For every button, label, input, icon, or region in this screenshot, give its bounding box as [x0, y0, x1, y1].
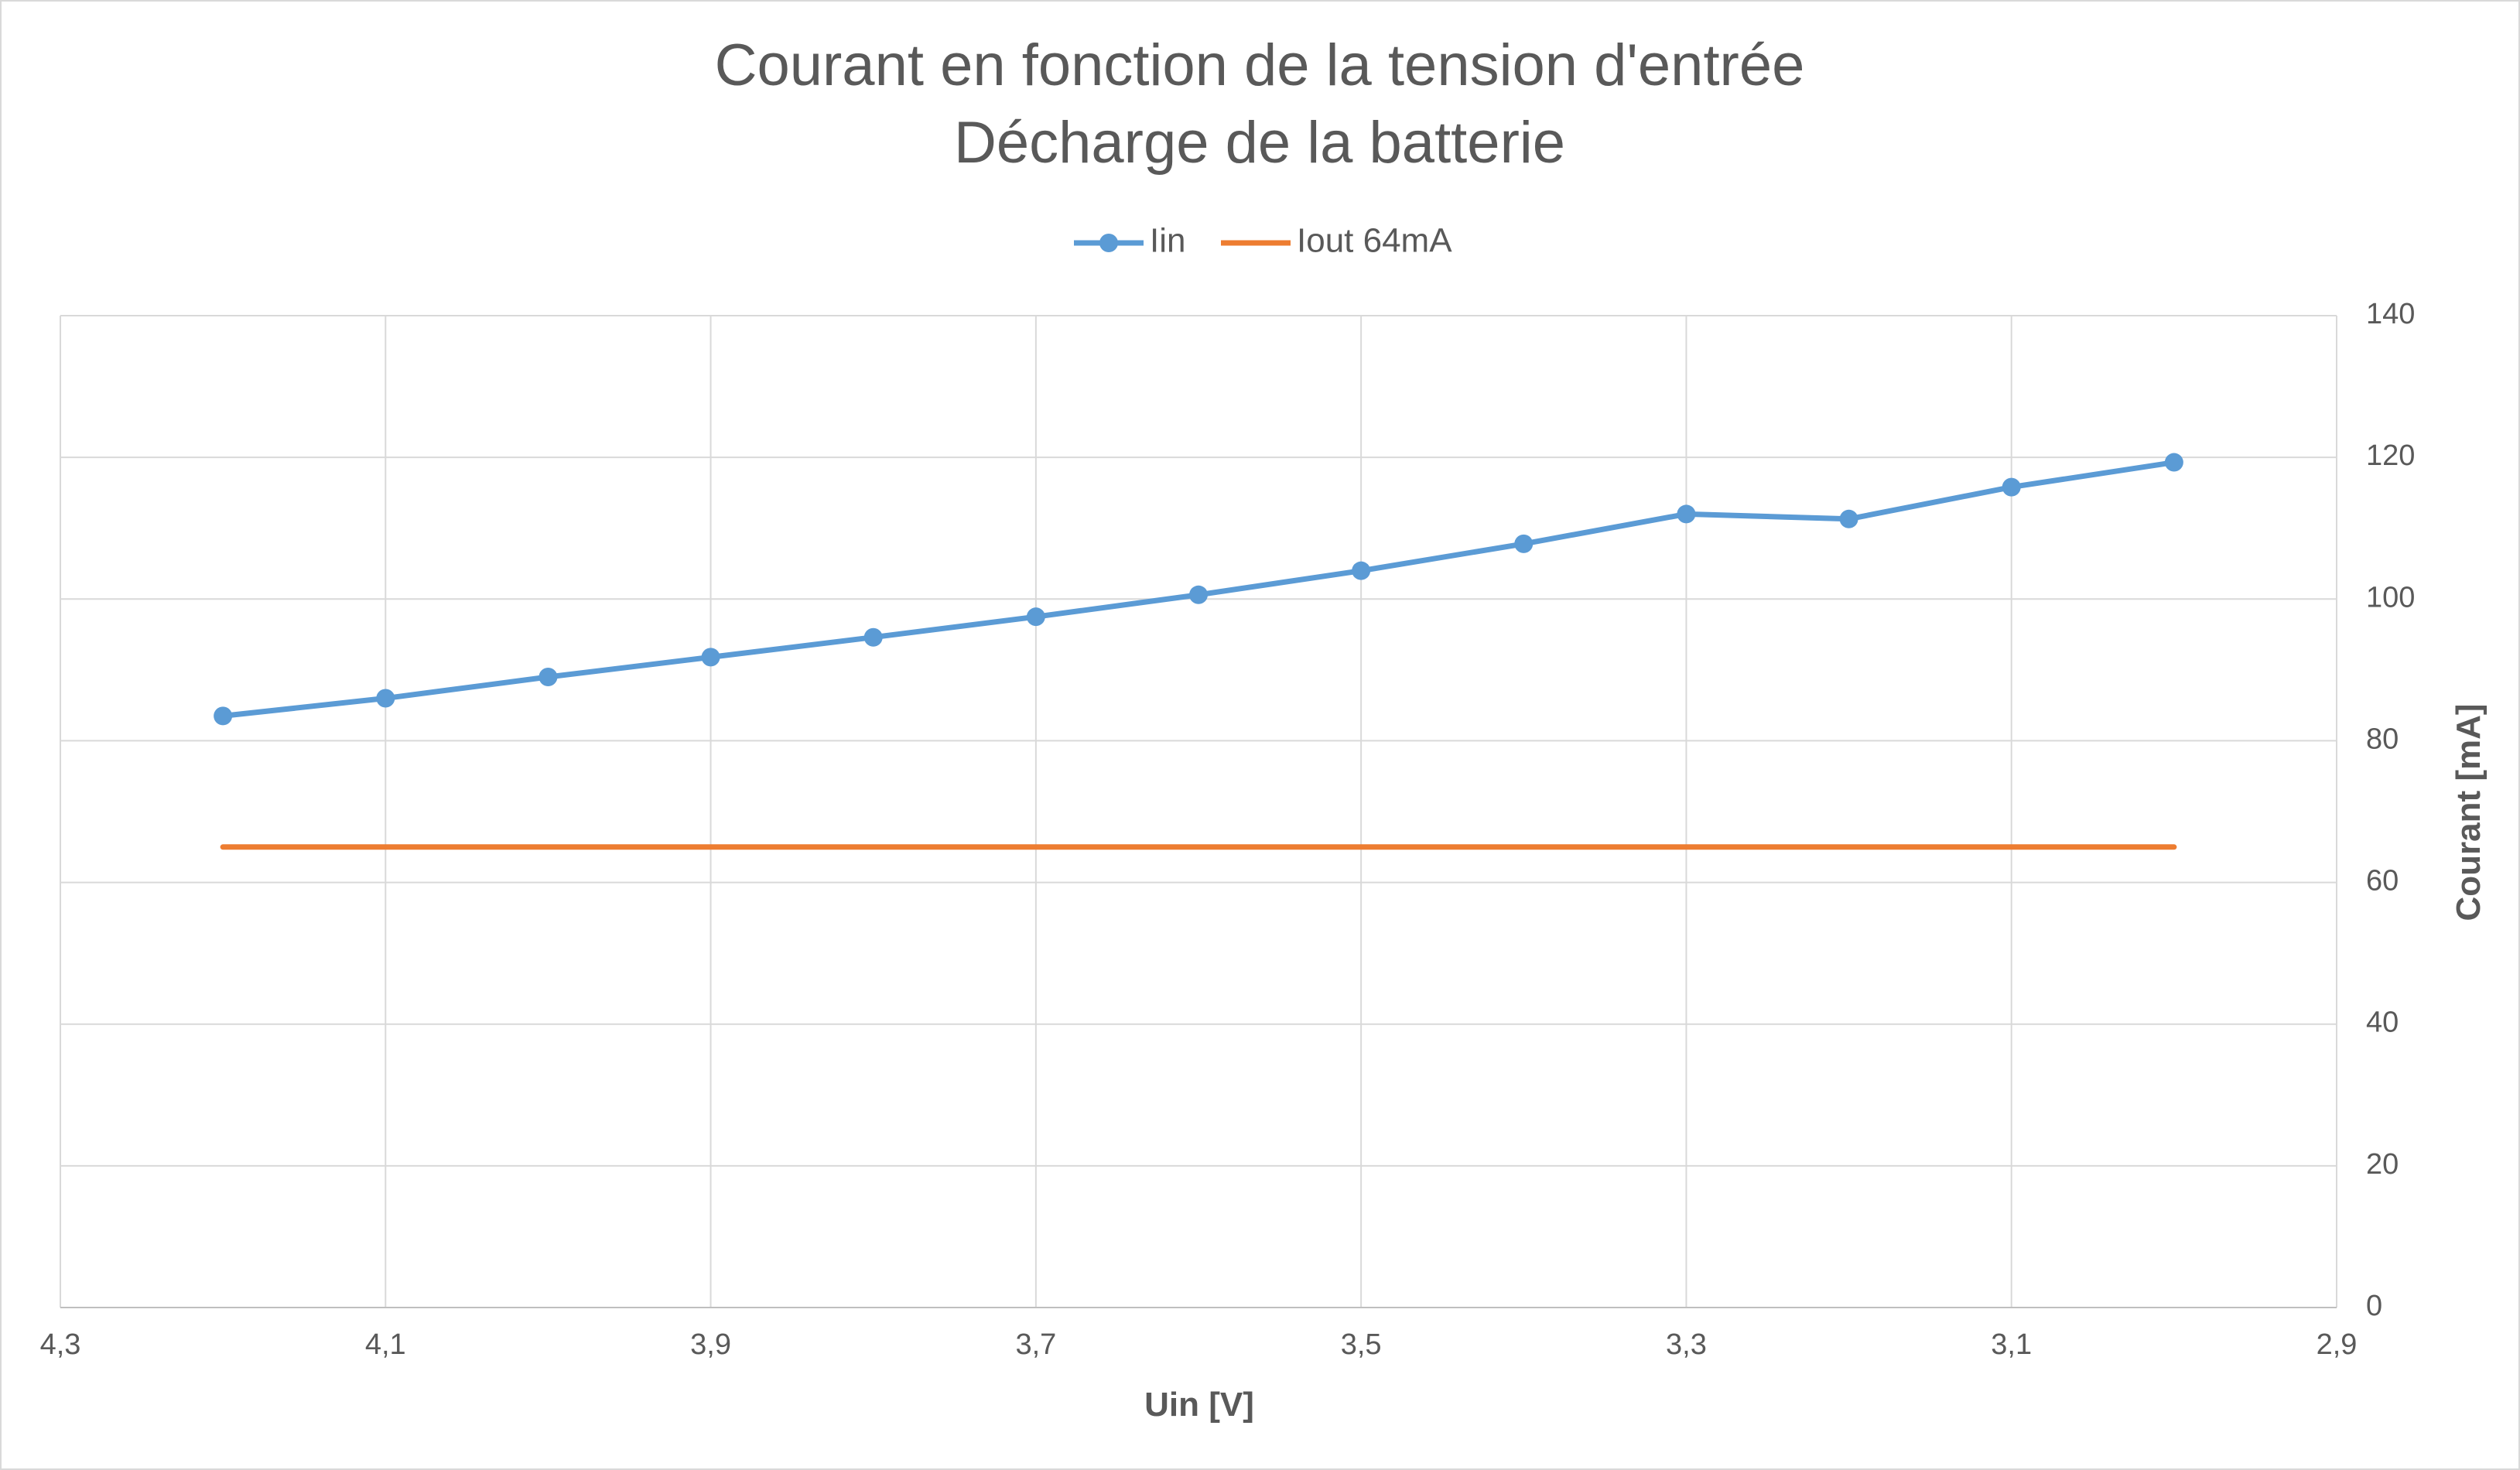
x-tick-label: 3,1 [1991, 1328, 2032, 1361]
data-point-iin [376, 689, 395, 708]
series [214, 453, 2183, 850]
legend: Iin Iout 64mA [1074, 222, 1452, 260]
y-tick-label: 100 [2366, 581, 2415, 614]
x-tick-label: 3,7 [1015, 1328, 1056, 1361]
x-axis-title: Uin [V] [1144, 1386, 1254, 1424]
legend-marker-iin [1099, 234, 1118, 252]
data-point-iin [1026, 607, 1045, 627]
data-point-iin [539, 668, 558, 687]
y-tick-label: 0 [2366, 1290, 2382, 1322]
data-point-iin [1352, 561, 1371, 580]
y-tick-label: 40 [2366, 1007, 2399, 1039]
data-point-iin [863, 627, 883, 647]
data-point-iin [2002, 477, 2021, 497]
data-point-iin [1677, 504, 1696, 524]
data-point-iin [1189, 585, 1208, 604]
x-tick-label: 3,5 [1341, 1328, 1382, 1361]
data-point-iin [1514, 534, 1534, 553]
data-point-iin [214, 706, 233, 726]
y-tick-label: 140 [2366, 298, 2415, 330]
y-tick-label: 20 [2366, 1148, 2399, 1181]
y-tick-label: 60 [2366, 865, 2399, 897]
x-tick-label: 2,9 [2317, 1328, 2358, 1361]
x-tick-label: 3,3 [1666, 1328, 1707, 1361]
legend-label-iout: Iout 64mA [1297, 222, 1452, 260]
y-tick-label: 120 [2366, 439, 2415, 472]
data-point-iin [1839, 509, 1858, 528]
x-tick-label: 3,9 [690, 1328, 731, 1361]
x-tick-label: 4,1 [365, 1328, 406, 1361]
x-tick-label: 4,3 [40, 1328, 81, 1361]
legend-label-iin: Iin [1150, 222, 1185, 260]
data-point-iin [2164, 453, 2183, 472]
chart-subtitle: Décharge de la batterie [954, 110, 1565, 176]
y-axis-title: Courant [mA] [2450, 703, 2488, 921]
y-tick-label: 80 [2366, 723, 2399, 755]
data-point-iin [701, 648, 720, 667]
chart-title: Courant en fonction de la tension d'entr… [715, 32, 1805, 98]
axes: 0 20 40 60 80 100 120 140 4,3 4,1 3,9 3,7 3,5 3,3 3,1 2… [40, 298, 2416, 1361]
